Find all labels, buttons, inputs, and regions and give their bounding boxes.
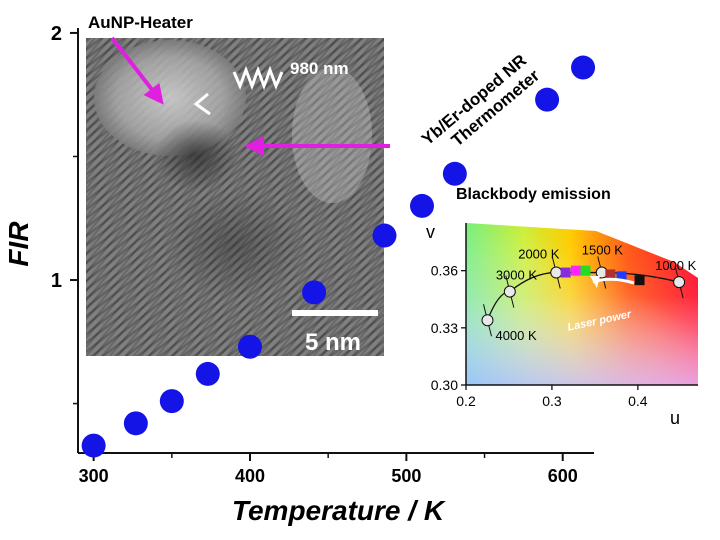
x-tick-label: 300 [79, 466, 109, 486]
fir-data-point [123, 411, 148, 436]
scale-bar [292, 310, 378, 316]
measured-point [616, 271, 627, 282]
x-tick-label: 400 [235, 466, 265, 486]
excitation-wave-icon [232, 65, 284, 91]
excitation-arrowhead-icon [193, 92, 211, 116]
heater-pointer-arrow [110, 36, 164, 105]
locus-temperature-label: 2000 K [518, 247, 560, 262]
measured-point [580, 265, 591, 276]
fir-data-point [81, 433, 106, 458]
x-tick-label: 600 [548, 466, 578, 486]
scale-bar-label: 5 nm [305, 329, 361, 356]
inset-x-label: u [670, 408, 680, 428]
y-axis-label: FIR [3, 221, 34, 267]
inset-y-tick-label: 0.30 [431, 377, 458, 393]
locus-temperature-label: 4000 K [495, 328, 537, 343]
inset-color-field [466, 223, 698, 385]
locus-point [481, 314, 494, 327]
locus-temperature-label: 1000 K [655, 258, 697, 273]
inset-blackbody-chart: Blackbody emission 0.2 0.3 0.4 0.30 0.33 0.36… [426, 186, 698, 428]
main-plot-frame [77, 28, 594, 454]
inset-axis-ticks [461, 269, 639, 390]
inset-tick-labels: 0.2 0.3 0.4 0.30 0.33 0.36 [431, 263, 648, 409]
heater-label: AuNP-Heater [88, 13, 193, 32]
inset-title: Blackbody emission [456, 186, 611, 203]
main-tick-labels: 300 400 500 600 1 2 [51, 23, 578, 486]
y-tick-label: 2 [51, 23, 62, 45]
fir-data-series [81, 55, 596, 458]
fir-data-point [238, 334, 262, 359]
nanorod-core [154, 120, 238, 192]
measured-color-points [560, 265, 645, 286]
excitation-label: 980 nm [290, 59, 349, 78]
tem-micrograph: 5 nm AuNP-Heater 980 nm [86, 13, 390, 356]
fir-data-point [159, 389, 184, 414]
inset-x-tick-label: 0.4 [628, 393, 648, 409]
inset-y-tick-label: 0.36 [431, 263, 458, 279]
locus-markers [481, 266, 686, 327]
x-axis-label: Temperature / K [232, 495, 446, 526]
fir-data-point [535, 87, 560, 112]
locus-point [550, 266, 563, 279]
locus-temperature-label: 1500 K [582, 243, 624, 258]
fir-data-point [195, 361, 220, 386]
measured-point [634, 275, 645, 286]
locus-point [673, 276, 686, 289]
micrograph-edge-haze [292, 67, 372, 203]
locus-temperature-label: 3000 K [496, 268, 538, 283]
nanorod-body [165, 190, 305, 300]
inset-y-tick-label: 0.33 [431, 320, 458, 336]
inset-x-tick-label: 0.3 [542, 393, 562, 409]
fir-data-point [302, 280, 327, 305]
inset-x-tick-label: 0.2 [456, 393, 476, 409]
measured-point [605, 269, 616, 280]
fir-data-point [442, 161, 467, 186]
fir-data-point [410, 193, 434, 218]
fir-data-point [571, 55, 596, 80]
locus-point [503, 285, 516, 298]
temperature-labels: 4000 K 3000 K 2000 K 1500 K 1000 K [495, 243, 696, 344]
thermometer-label-group: Yb/Er-doped NR Thermometer [418, 51, 543, 151]
inset-y-label: v [426, 222, 435, 242]
measured-point [560, 267, 571, 278]
y-tick-label: 1 [51, 270, 62, 292]
laser-power-arrowhead-icon [590, 276, 600, 288]
fir-data-point [372, 223, 397, 248]
x-tick-label: 500 [391, 466, 421, 486]
measured-point [570, 265, 581, 276]
